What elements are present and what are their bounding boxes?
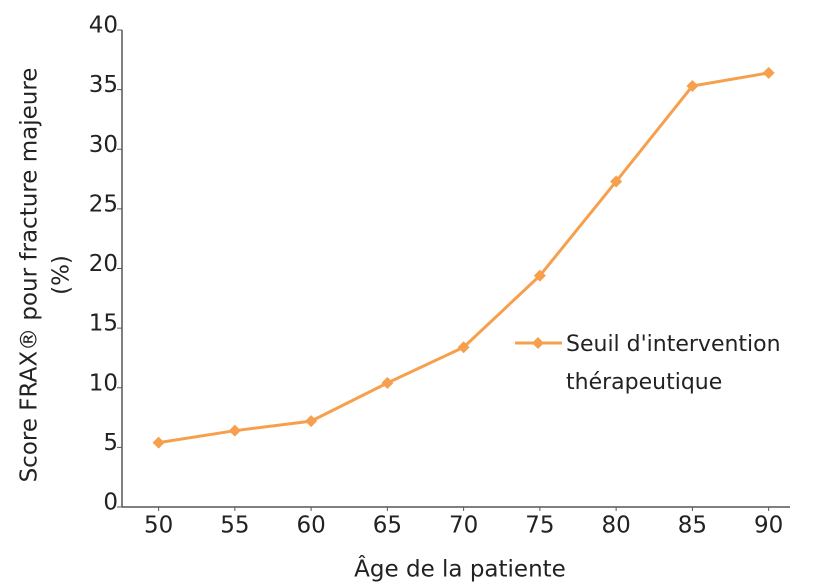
data-point [762, 66, 775, 79]
data-point [152, 436, 165, 449]
data-point [610, 175, 623, 188]
y-tick-label: 20 [89, 251, 118, 277]
x-axis-label: Âge de la patiente [354, 555, 566, 583]
x-tick-label: 85 [678, 513, 707, 539]
x-tick-label: 90 [754, 513, 783, 539]
x-tick-label: 50 [144, 513, 173, 539]
y-tick-label: 25 [89, 191, 118, 217]
y-tick-label: 15 [89, 311, 118, 337]
data-point [228, 424, 241, 437]
x-tick-label: 80 [601, 513, 630, 539]
x-tick-label: 75 [525, 513, 554, 539]
x-tick-label: 65 [373, 513, 402, 539]
data-point [533, 269, 546, 282]
y-axis-label: Score FRAX® pour fracture majeure [17, 68, 43, 483]
legend-marker [532, 337, 544, 349]
data-point [457, 341, 470, 354]
data-point [686, 80, 699, 93]
x-tick-label: 70 [449, 513, 478, 539]
y-axis-label: (%) [49, 255, 75, 295]
y-tick-label: 40 [89, 13, 118, 39]
data-point [381, 376, 394, 389]
x-tick-label: 55 [220, 513, 249, 539]
legend-label: Seuil d'intervention thérapeutique [566, 332, 781, 395]
x-tick-label: 60 [296, 513, 325, 539]
y-tick-label: 5 [103, 430, 118, 456]
data-point [305, 415, 318, 428]
y-tick-label: 0 [103, 490, 118, 516]
y-tick-label: 30 [89, 132, 118, 158]
y-tick-label: 35 [89, 72, 118, 98]
y-tick-label: 10 [89, 370, 118, 396]
